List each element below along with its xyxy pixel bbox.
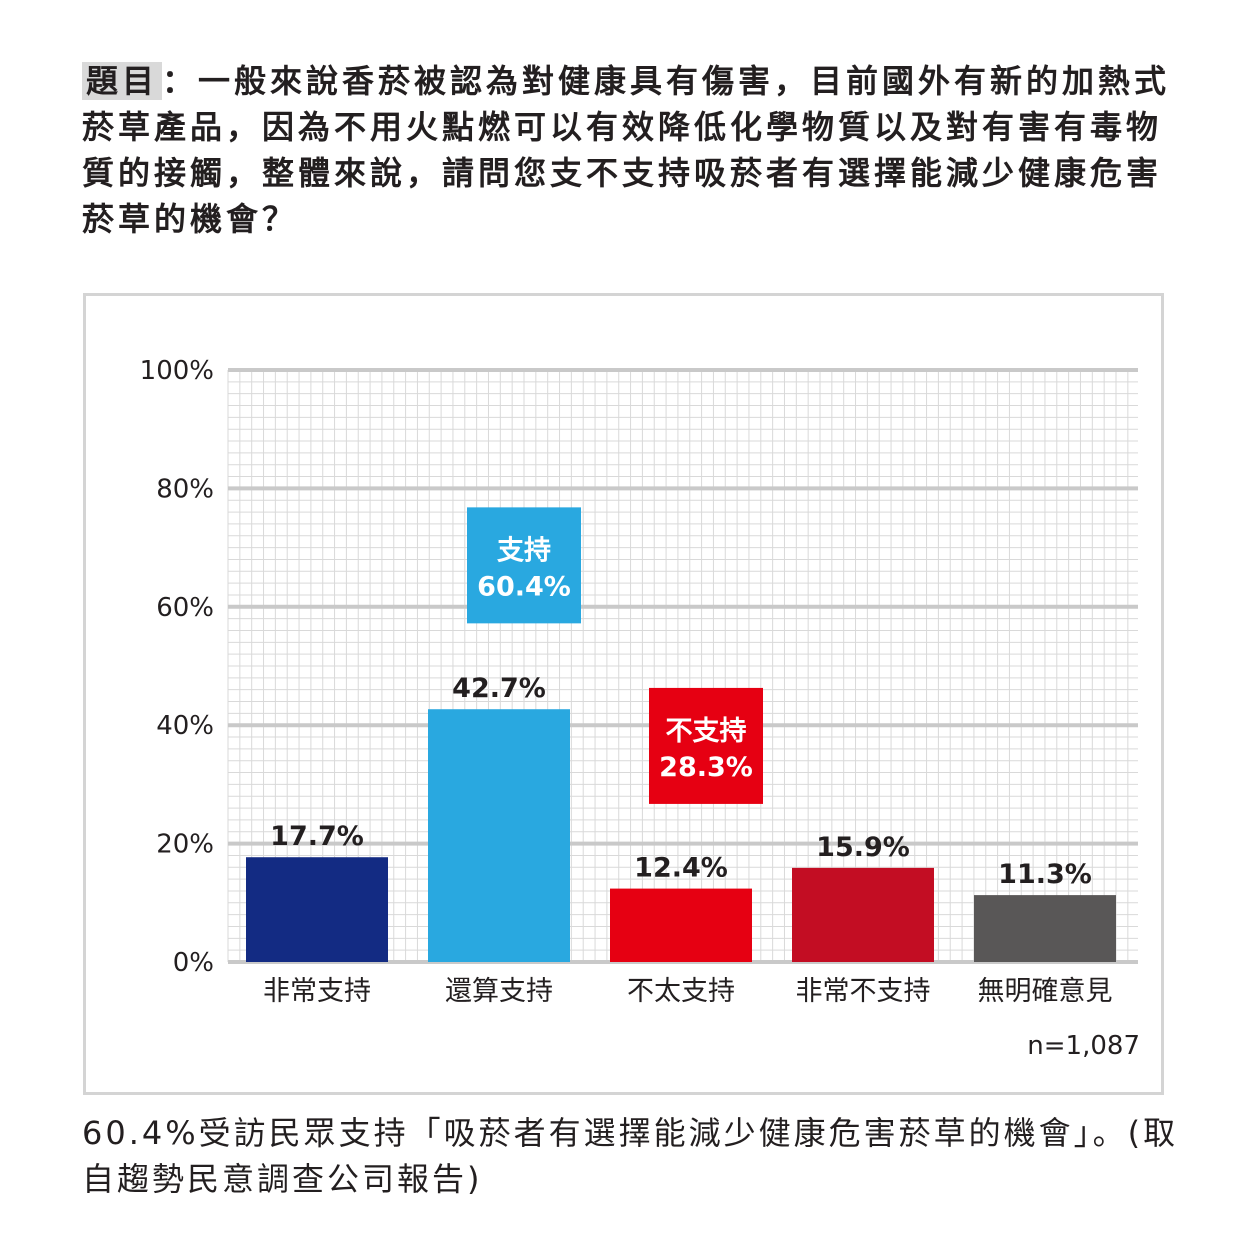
bar — [246, 857, 388, 962]
annotation-value: 60.4% — [477, 571, 571, 602]
chart-frame — [83, 293, 1164, 1095]
question-label: 題目 — [82, 62, 163, 100]
caption: 60.4%受訪民眾支持「吸菸者有選擇能減少健康危害菸草的機會」。(取自趨勢民意調… — [82, 1114, 1179, 1198]
bar — [792, 867, 934, 962]
y-tick-label: 80% — [156, 474, 214, 504]
y-tick-label: 60% — [156, 593, 214, 623]
data-label: 12.4% — [634, 853, 728, 884]
data-label: 42.7% — [452, 673, 546, 704]
data-label: 15.9% — [816, 832, 910, 863]
y-tick-label: 0% — [173, 948, 214, 978]
question-text: 題目 ：一般來說香菸被認為對健康具有傷害，目前國外有新的加熱式菸草產品，因為不用火… — [82, 58, 1182, 242]
x-tick-label: 非常不支持 — [796, 976, 931, 1007]
sample-size: n=1,087 — [1027, 1031, 1140, 1061]
x-tick-label: 不太支持 — [627, 976, 735, 1007]
annotation-title: 不支持 — [666, 716, 747, 747]
annotation-box — [467, 507, 581, 624]
data-label: 11.3% — [998, 859, 1092, 890]
data-label: 17.7% — [270, 821, 364, 852]
x-tick-label: 還算支持 — [445, 976, 553, 1007]
bar — [610, 888, 752, 962]
bar — [428, 709, 570, 962]
annotation-value: 28.3% — [659, 752, 753, 783]
question-body: ：一般來說香菸被認為對健康具有傷害，目前國外有新的加熱式菸草產品，因為不用火點燃… — [82, 62, 1171, 238]
annotation-box — [649, 687, 763, 804]
y-tick-label: 20% — [156, 830, 214, 860]
bar — [974, 895, 1116, 962]
y-tick-label: 40% — [156, 711, 214, 741]
x-tick-label: 無明確意見 — [978, 976, 1113, 1007]
annotation-title: 支持 — [497, 535, 551, 566]
x-tick-label: 非常支持 — [263, 976, 371, 1007]
y-tick-label: 100% — [140, 356, 214, 386]
